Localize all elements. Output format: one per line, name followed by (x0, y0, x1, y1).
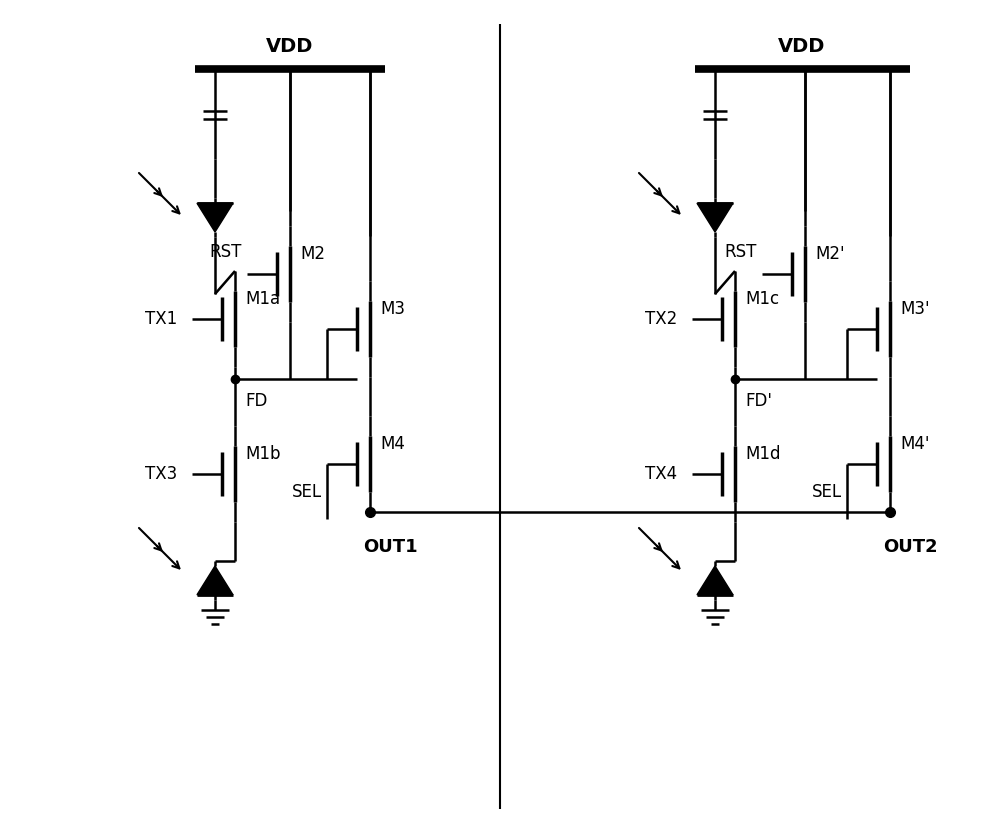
Text: TX4: TX4 (645, 465, 677, 483)
Text: OUT1: OUT1 (363, 538, 417, 556)
Polygon shape (197, 203, 233, 232)
Text: RST: RST (210, 243, 242, 261)
Text: M4: M4 (380, 435, 405, 453)
Polygon shape (697, 566, 733, 595)
Text: M1a: M1a (245, 290, 280, 308)
Text: SEL: SEL (812, 483, 842, 501)
Text: M2: M2 (300, 245, 325, 263)
Text: M3': M3' (900, 300, 930, 318)
Text: RST: RST (725, 243, 757, 261)
Text: OUT2: OUT2 (883, 538, 937, 556)
Text: VDD: VDD (778, 38, 826, 56)
Text: FD: FD (245, 392, 267, 410)
Text: TX1: TX1 (145, 310, 177, 328)
Text: M1c: M1c (745, 290, 779, 308)
Text: M2': M2' (815, 245, 845, 263)
Text: SEL: SEL (292, 483, 322, 501)
Text: VDD: VDD (266, 38, 314, 56)
Text: M1d: M1d (745, 445, 780, 463)
Text: M1b: M1b (245, 445, 280, 463)
Polygon shape (697, 203, 733, 232)
Text: TX2: TX2 (645, 310, 677, 328)
Text: FD': FD' (745, 392, 772, 410)
Text: M4': M4' (900, 435, 930, 453)
Polygon shape (197, 566, 233, 595)
Text: M3: M3 (380, 300, 405, 318)
Text: TX3: TX3 (145, 465, 177, 483)
